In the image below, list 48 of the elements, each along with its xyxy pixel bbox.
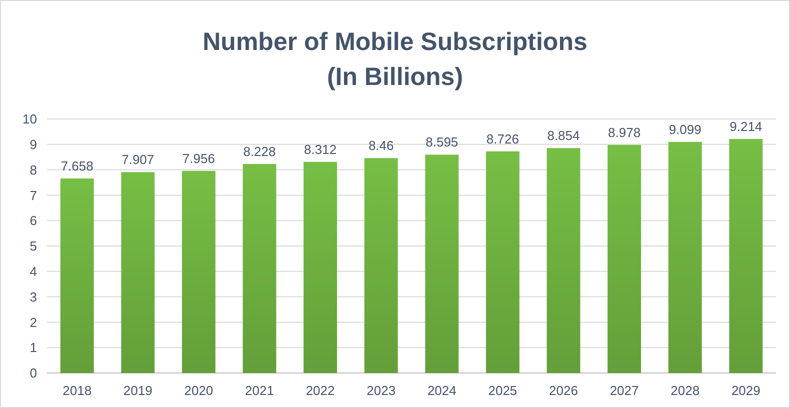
x-tick-label: 2022: [306, 383, 335, 398]
bar: [364, 158, 398, 373]
x-tick-label: 2020: [184, 383, 214, 398]
x-tick-label: 2029: [731, 383, 760, 398]
data-label: 9.099: [668, 122, 702, 137]
bar: [182, 170, 216, 373]
y-tick-label: 5: [30, 238, 37, 254]
y-tick-label: 3: [30, 289, 37, 304]
x-tick-label: 2028: [670, 383, 700, 398]
bar: [425, 154, 459, 373]
data-label: 7.907: [122, 152, 154, 168]
data-label: 8.978: [608, 124, 641, 140]
x-tick-label: 2021: [245, 383, 274, 398]
bar: [304, 162, 338, 373]
y-tick-label: 10: [22, 112, 37, 127]
y-tick-label: 6: [30, 213, 37, 228]
y-tick-label: 1: [30, 340, 37, 356]
bar: [729, 138, 763, 373]
data-label: 8.46: [368, 138, 394, 154]
y-tick-label: 7: [30, 188, 37, 203]
bar: [60, 178, 94, 373]
x-tick-label: 2025: [488, 383, 518, 398]
x-tick-label: 2018: [62, 383, 92, 398]
bar: [121, 172, 155, 373]
bar: [546, 148, 580, 373]
x-tick-label: 2024: [427, 383, 456, 398]
data-label: 9.214: [730, 118, 762, 134]
bar: [668, 142, 702, 373]
data-label: 8.854: [547, 128, 580, 144]
chart-title: Number of Mobile Subscriptions (In Billions): [202, 28, 588, 91]
data-label: 7.956: [182, 150, 215, 166]
bar: [608, 144, 642, 373]
y-tick-label: 0: [30, 366, 37, 381]
bar: [486, 151, 520, 373]
bar: [242, 164, 276, 373]
y-tick-label: 8: [30, 162, 37, 178]
y-tick-label: 4: [30, 264, 37, 279]
x-tick-label: 2023: [366, 383, 396, 398]
y-tick-label: 2: [30, 314, 37, 330]
data-label: 8.726: [486, 131, 519, 146]
x-tick-label: 2027: [610, 383, 639, 398]
x-tick-label: 2019: [123, 383, 152, 398]
data-label: 8.595: [426, 134, 458, 150]
data-label: 8.228: [243, 144, 276, 160]
data-label: 7.658: [60, 158, 94, 174]
y-tick-label: 9: [30, 136, 37, 152]
x-tick-label: 2026: [549, 383, 578, 398]
data-label: 8.312: [304, 142, 337, 157]
